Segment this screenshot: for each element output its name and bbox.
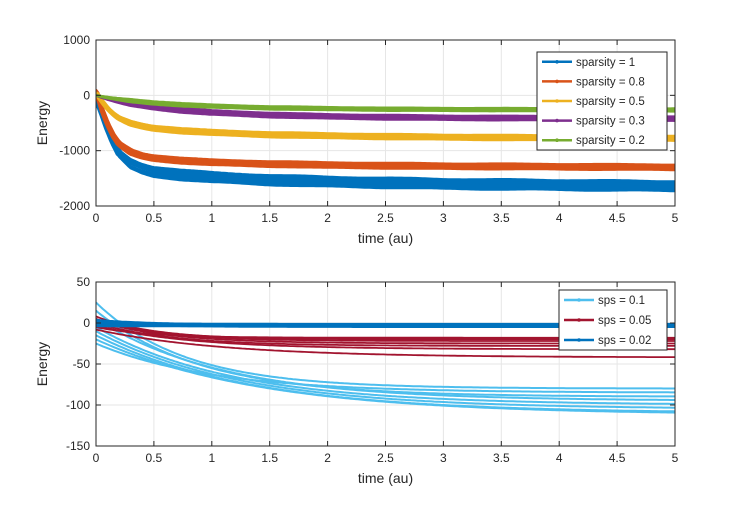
x-tick-label: 1 xyxy=(208,451,215,465)
legend-marker xyxy=(555,99,559,103)
x-tick-label: 2.5 xyxy=(377,451,394,465)
series-run xyxy=(96,330,675,409)
series-run xyxy=(96,93,675,166)
x-tick-label: 4.5 xyxy=(609,451,626,465)
series-run xyxy=(96,318,675,401)
legend-marker xyxy=(555,138,559,142)
series-run xyxy=(96,338,675,414)
legend-marker xyxy=(577,318,581,322)
legend-marker xyxy=(555,118,559,123)
y-tick-label: -1000 xyxy=(59,144,90,158)
x-tick-label: 4.5 xyxy=(609,211,626,225)
legend-marker xyxy=(555,60,559,64)
x-tick-label: 0 xyxy=(93,451,100,465)
legend-entry: sparsity = 1 xyxy=(576,57,635,69)
series-run xyxy=(96,328,675,358)
x-tick-label: 2 xyxy=(324,211,331,225)
series-run xyxy=(96,101,675,184)
y-axis-label: Energy xyxy=(34,342,50,386)
legend-entry: sparsity = 0.5 xyxy=(576,96,645,108)
legend-entry: sparsity = 0.8 xyxy=(576,76,645,88)
x-tick-label: 3.5 xyxy=(493,211,510,225)
series-1 xyxy=(96,301,675,414)
legend-entry: sps = 0.02 xyxy=(598,335,651,347)
x-tick-label: 3 xyxy=(440,211,447,225)
legend-entry: sps = 0.05 xyxy=(598,315,651,327)
legend: sparsity = 1 sparsity = 0.8 sparsity = 0.5… xyxy=(536,51,668,151)
legend-marker xyxy=(577,338,581,342)
series-run xyxy=(96,99,675,193)
series-2 xyxy=(96,89,675,172)
y-tick-label: 0 xyxy=(83,88,90,102)
x-tick-label: 0 xyxy=(93,211,100,225)
x-tick-label: 5 xyxy=(672,451,679,465)
legend-entry: sps = 0.1 xyxy=(598,295,645,307)
x-tick-label: 5 xyxy=(672,211,679,225)
series-1 xyxy=(96,97,675,193)
series-run xyxy=(96,97,675,192)
y-tick-label: -50 xyxy=(73,357,91,371)
x-tick-label: 4 xyxy=(556,211,563,225)
y-tick-label: 0 xyxy=(83,316,90,330)
y-tick-label: -150 xyxy=(66,439,90,453)
x-axis-label: time (au) xyxy=(358,470,413,486)
series-run xyxy=(96,342,675,394)
x-tick-label: 2.5 xyxy=(377,211,394,225)
x-axis-label: time (au) xyxy=(358,230,413,246)
x-tick-label: 3 xyxy=(440,451,447,465)
y-tick-label: -100 xyxy=(66,398,90,412)
legend: sps = 0.1 sps = 0.05 sps = 0.02 xyxy=(558,289,668,351)
series-run xyxy=(96,326,675,405)
legend-entry: sparsity = 0.2 xyxy=(576,135,645,147)
x-tick-label: 2 xyxy=(324,451,331,465)
series-run xyxy=(96,99,675,183)
legend-marker xyxy=(555,79,559,84)
x-tick-label: 3.5 xyxy=(493,451,510,465)
x-tick-label: 0.5 xyxy=(146,211,163,225)
y-tick-label: -2000 xyxy=(59,199,90,213)
x-tick-label: 4 xyxy=(556,451,563,465)
y-axis-label: Energy xyxy=(34,101,50,145)
series-run xyxy=(96,301,675,390)
chart-1: 0 0.5 1 1.5 2 2.5 3 3.5 4 4.5 5 -2000 -1000 0 1000 time… xyxy=(34,33,679,246)
x-tick-label: 1.5 xyxy=(261,451,278,465)
x-tick-label: 1 xyxy=(208,211,215,225)
y-tick-label: 50 xyxy=(77,275,91,289)
legend-marker xyxy=(577,298,581,302)
chart-2: 0 0.5 1 1.5 2 2.5 3 3.5 4 4.5 5 -150 -100 -50 0 50 time … xyxy=(34,275,679,486)
y-tick-label: 1000 xyxy=(63,33,90,47)
x-tick-label: 0.5 xyxy=(146,451,163,465)
x-tick-label: 1.5 xyxy=(261,211,278,225)
legend-entry: sparsity = 0.3 xyxy=(576,116,645,128)
